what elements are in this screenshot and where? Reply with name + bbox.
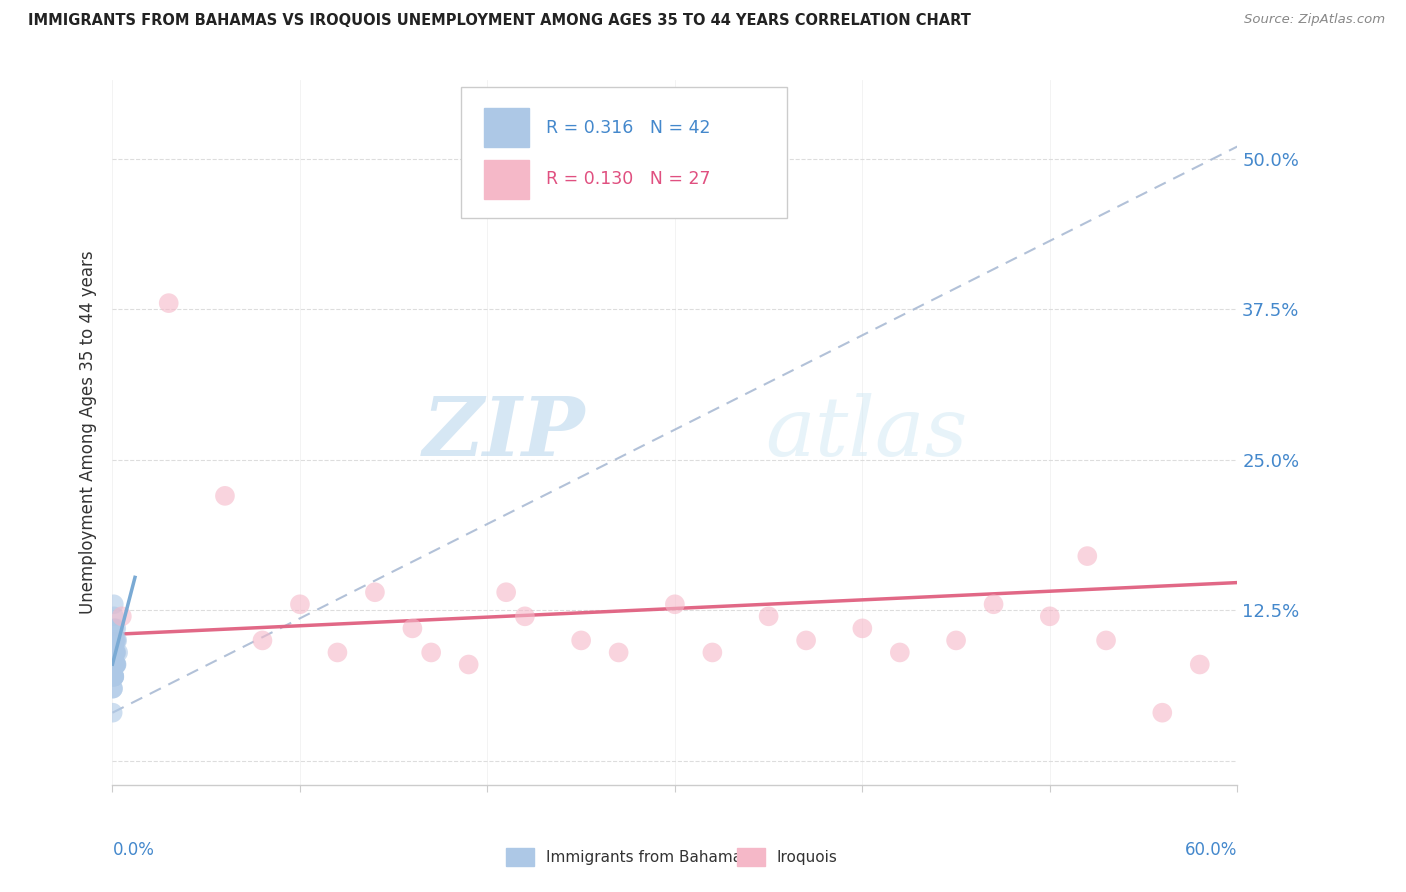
Point bbox=[513, 609, 536, 624]
Point bbox=[105, 657, 128, 672]
Point bbox=[664, 597, 686, 611]
Text: ZIP: ZIP bbox=[422, 392, 585, 473]
Y-axis label: Unemployment Among Ages 35 to 44 years: Unemployment Among Ages 35 to 44 years bbox=[79, 251, 97, 615]
Point bbox=[101, 669, 124, 683]
Point bbox=[104, 657, 127, 672]
Point bbox=[101, 681, 124, 696]
Point bbox=[105, 633, 128, 648]
Bar bbox=[484, 109, 529, 147]
Point bbox=[101, 706, 124, 720]
Point bbox=[758, 609, 780, 624]
FancyBboxPatch shape bbox=[461, 87, 787, 218]
Point bbox=[104, 657, 127, 672]
Point bbox=[103, 669, 125, 683]
Point bbox=[607, 645, 630, 659]
Point bbox=[103, 657, 125, 672]
Point bbox=[104, 633, 127, 648]
Point bbox=[945, 633, 967, 648]
Point bbox=[105, 657, 128, 672]
Point bbox=[1188, 657, 1211, 672]
Point bbox=[103, 633, 125, 648]
Point bbox=[104, 657, 127, 672]
Point bbox=[103, 609, 125, 624]
Point bbox=[1039, 609, 1062, 624]
Point bbox=[103, 597, 125, 611]
Text: 60.0%: 60.0% bbox=[1185, 841, 1237, 859]
Text: Immigrants from Bahamas: Immigrants from Bahamas bbox=[546, 850, 749, 864]
Point bbox=[103, 633, 125, 648]
Point bbox=[103, 633, 125, 648]
Point bbox=[103, 645, 125, 659]
Point bbox=[983, 597, 1005, 611]
Point bbox=[103, 669, 125, 683]
Point bbox=[101, 657, 124, 672]
Point bbox=[794, 633, 817, 648]
Point bbox=[105, 657, 128, 672]
Point bbox=[105, 633, 128, 648]
Point bbox=[103, 669, 125, 683]
Bar bbox=[737, 848, 765, 866]
Point bbox=[252, 633, 274, 648]
Point bbox=[103, 657, 125, 672]
Bar bbox=[484, 160, 529, 199]
Point bbox=[326, 645, 349, 659]
Point bbox=[103, 669, 125, 683]
Text: IMMIGRANTS FROM BAHAMAS VS IROQUOIS UNEMPLOYMENT AMONG AGES 35 TO 44 YEARS CORRE: IMMIGRANTS FROM BAHAMAS VS IROQUOIS UNEM… bbox=[28, 13, 972, 29]
Point bbox=[104, 645, 127, 659]
Point bbox=[111, 609, 134, 624]
Point bbox=[420, 645, 443, 659]
Point bbox=[103, 669, 125, 683]
Point bbox=[288, 597, 311, 611]
Point bbox=[889, 645, 911, 659]
Point bbox=[702, 645, 724, 659]
Text: Iroquois: Iroquois bbox=[776, 850, 837, 864]
Point bbox=[214, 489, 236, 503]
Bar bbox=[506, 848, 534, 866]
Point bbox=[103, 645, 125, 659]
Point bbox=[105, 621, 128, 635]
Point bbox=[569, 633, 592, 648]
Point bbox=[104, 657, 127, 672]
Point bbox=[103, 633, 125, 648]
Point bbox=[107, 645, 129, 659]
Point bbox=[1152, 706, 1174, 720]
Point bbox=[103, 645, 125, 659]
Point bbox=[103, 645, 125, 659]
Point bbox=[104, 645, 127, 659]
Point bbox=[101, 681, 124, 696]
Point bbox=[105, 645, 128, 659]
Point bbox=[104, 633, 127, 648]
Point bbox=[104, 621, 127, 635]
Point bbox=[401, 621, 423, 635]
Point bbox=[851, 621, 873, 635]
Point bbox=[457, 657, 479, 672]
Point bbox=[103, 621, 125, 635]
Point bbox=[1095, 633, 1118, 648]
Point bbox=[364, 585, 387, 599]
Point bbox=[1076, 549, 1098, 563]
Text: R = 0.316   N = 42: R = 0.316 N = 42 bbox=[546, 120, 710, 137]
Point bbox=[495, 585, 517, 599]
Point bbox=[104, 645, 127, 659]
Text: R = 0.130   N = 27: R = 0.130 N = 27 bbox=[546, 170, 710, 188]
Text: Source: ZipAtlas.com: Source: ZipAtlas.com bbox=[1244, 13, 1385, 27]
Text: atlas: atlas bbox=[765, 392, 967, 473]
Text: 0.0%: 0.0% bbox=[112, 841, 155, 859]
Point bbox=[157, 296, 180, 310]
Point bbox=[103, 645, 125, 659]
